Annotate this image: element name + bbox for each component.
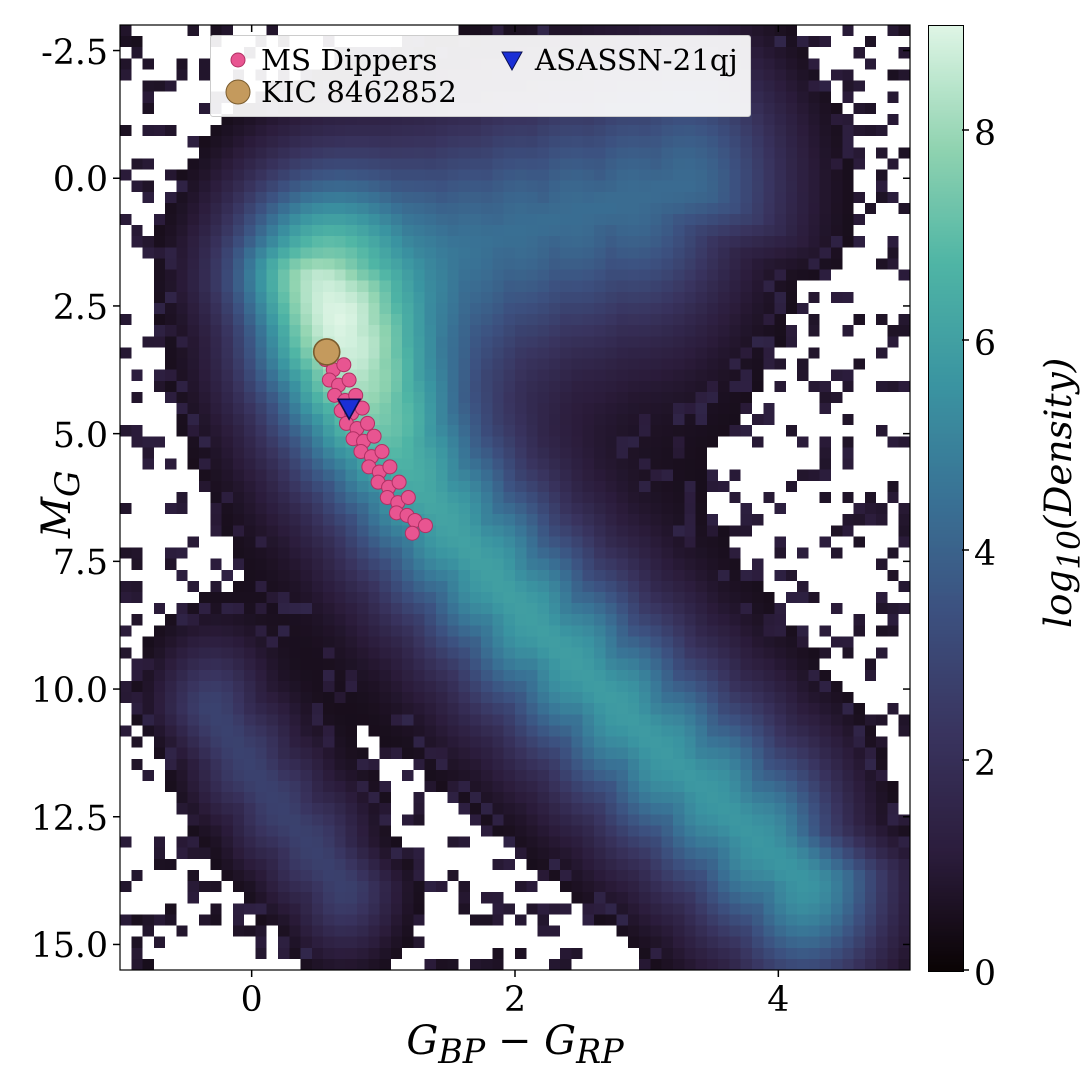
colorbar-tick-label: 6 — [974, 324, 996, 364]
colorbar-tick-label: 2 — [974, 744, 996, 784]
colorbar-tick-label: 0 — [974, 954, 996, 994]
colorbar-label: log10(Density) — [1036, 357, 1087, 627]
colorbar-tick-label: 4 — [974, 534, 996, 574]
colorbar-tick-label: 8 — [974, 114, 996, 154]
colorbar-ticks — [0, 0, 1092, 1084]
